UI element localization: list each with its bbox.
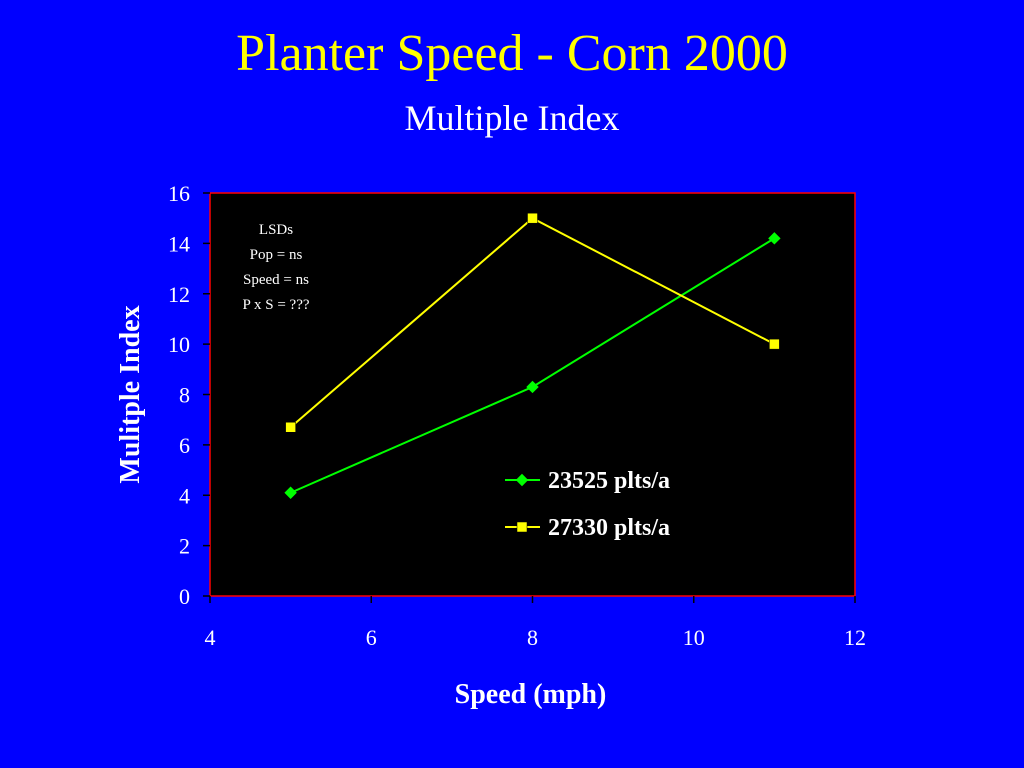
data-point — [527, 212, 538, 224]
x-tick-label: 4 — [205, 625, 216, 650]
data-point — [285, 421, 296, 433]
data-point — [768, 232, 781, 245]
x-tick-label: 12 — [844, 625, 866, 650]
annotation-line: Pop = ns — [250, 247, 303, 263]
y-tick-label: 12 — [168, 282, 190, 307]
y-tick-label: 6 — [179, 433, 190, 458]
legend-label: 27330 plts/a — [548, 515, 670, 541]
legend-item: 27330 plts/a — [505, 515, 670, 541]
axis-ticks: 0 2 4 6 8 10 12 14 16 4 6 8 10 12 — [168, 181, 866, 650]
legend-item: 23525 plts/a — [505, 468, 670, 494]
series-2 — [285, 212, 780, 433]
y-axis-title: Mulitple Index — [115, 305, 146, 483]
plot-area — [209, 192, 856, 597]
lsd-annotation: LSDs Pop = ns Speed = ns P x S = ??? — [242, 222, 309, 313]
series-layer — [284, 212, 781, 499]
y-tick-label: 2 — [179, 534, 190, 559]
annotation-line: LSDs — [259, 222, 293, 238]
data-point — [526, 380, 539, 394]
slide-title: Planter Speed - Corn 2000 — [236, 25, 788, 82]
annotation-line: P x S = ??? — [242, 297, 309, 313]
x-tick-label: 6 — [366, 625, 377, 650]
x-axis-title: Speed (mph) — [455, 679, 607, 710]
legend: 23525 plts/a 27330 plts/a — [505, 468, 670, 541]
legend-marker — [516, 521, 528, 533]
slide-subtitle: Multiple Index — [404, 98, 620, 138]
y-tick-label: 4 — [179, 483, 190, 508]
legend-label: 23525 plts/a — [548, 468, 670, 494]
y-tick-label: 10 — [168, 332, 190, 357]
x-tick-label: 8 — [527, 625, 538, 650]
data-point — [284, 486, 297, 499]
x-tick-label: 10 — [683, 625, 705, 650]
annotation-line: Speed = ns — [243, 272, 309, 288]
series-1 — [284, 232, 781, 499]
y-tick-label: 14 — [168, 231, 190, 256]
data-point — [769, 338, 780, 350]
legend-marker — [515, 473, 529, 487]
y-tick-label: 16 — [168, 181, 190, 206]
y-tick-label: 8 — [179, 383, 190, 408]
y-tick-label: 0 — [179, 584, 190, 609]
